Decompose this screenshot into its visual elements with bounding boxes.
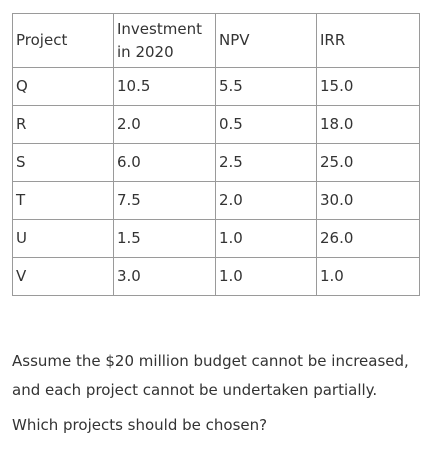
cell-npv: 1.0 [215,257,317,296]
cell-npv: 1.0 [215,219,317,258]
cell-irr: 30.0 [316,181,420,220]
assumption-text: Assume the $20 million budget cannot be … [12,352,409,399]
cell-irr: 26.0 [316,219,420,258]
header-irr: IRR [316,13,420,68]
cell-investment: 3.0 [113,257,216,296]
header-project: Project [12,13,114,68]
cell-project: Q [12,67,114,106]
cell-investment: 1.5 [113,219,216,258]
header-investment-line2: in 2020 [117,42,174,61]
cell-project: T [12,181,114,220]
question-text: Assume the $20 million budget cannot be … [12,347,432,440]
cell-irr: 15.0 [316,67,420,106]
cell-project: V [12,257,114,296]
cell-irr: 1.0 [316,257,420,296]
header-investment: Investment in 2020 [113,13,216,68]
cell-npv: 2.0 [215,181,317,220]
cell-investment: 6.0 [113,143,216,182]
question-prompt: Which projects should be chosen? [12,416,268,434]
cell-irr: 25.0 [316,143,420,182]
table-header-row: Project Investment in 2020 NPV IRR [12,13,420,68]
cell-npv: 5.5 [215,67,317,106]
cell-irr: 18.0 [316,105,420,144]
table-row: R 2.0 0.5 18.0 [12,105,420,144]
project-table: Project Investment in 2020 NPV IRR Q 10.5… [12,13,420,296]
cell-npv: 0.5 [215,105,317,144]
cell-investment: 7.5 [113,181,216,220]
header-investment-line1: Investment [117,19,202,38]
cell-investment: 10.5 [113,67,216,106]
cell-project: U [12,219,114,258]
table-row: V 3.0 1.0 1.0 [12,257,420,296]
table-row: S 6.0 2.5 25.0 [12,143,420,182]
cell-project: R [12,105,114,144]
header-npv: NPV [215,13,317,68]
table-row: U 1.5 1.0 26.0 [12,219,420,258]
cell-investment: 2.0 [113,105,216,144]
table-row: Q 10.5 5.5 15.0 [12,67,420,106]
cell-npv: 2.5 [215,143,317,182]
table-row: T 7.5 2.0 30.0 [12,181,420,220]
cell-project: S [12,143,114,182]
